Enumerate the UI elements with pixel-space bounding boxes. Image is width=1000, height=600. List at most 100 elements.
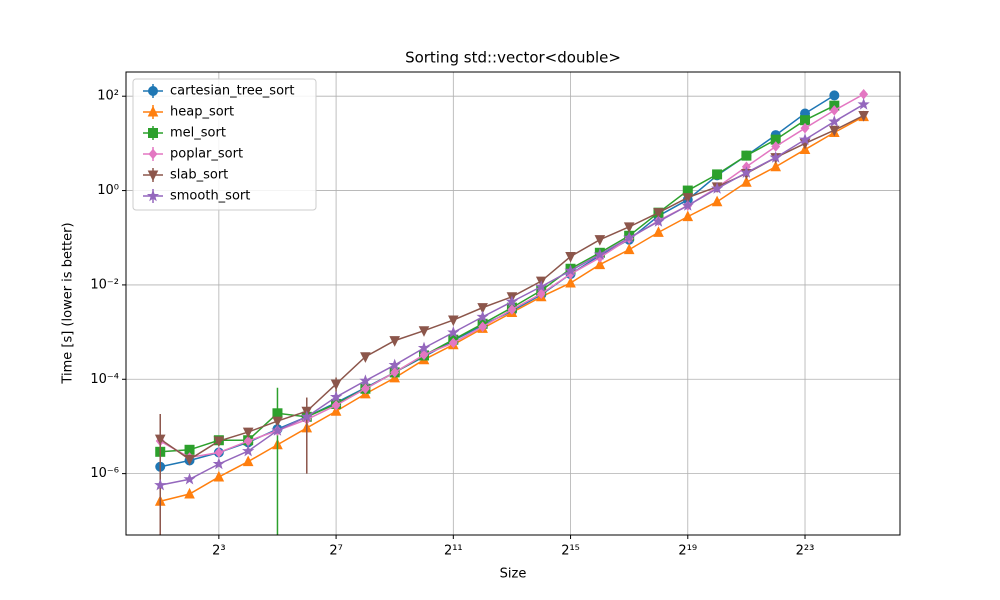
marker xyxy=(740,166,753,178)
marker xyxy=(148,86,158,96)
marker xyxy=(330,405,342,416)
marker xyxy=(329,390,343,403)
marker xyxy=(447,326,460,338)
marker xyxy=(800,122,810,134)
marker xyxy=(652,215,665,227)
marker xyxy=(829,90,840,101)
marker xyxy=(300,410,313,423)
legend-box xyxy=(132,78,317,211)
marker xyxy=(682,210,694,222)
marker xyxy=(535,280,548,292)
marker xyxy=(507,304,517,315)
marker xyxy=(594,235,606,246)
marker xyxy=(331,400,341,411)
plot-area xyxy=(154,88,870,535)
marker xyxy=(564,264,577,276)
marker xyxy=(770,160,782,172)
legend-label: slab_sort xyxy=(170,168,228,183)
marker xyxy=(653,226,664,237)
marker xyxy=(242,444,255,457)
axes: 2³ 2⁷ 2¹¹ 2¹⁵ 2¹⁹ 2²³ 10⁻⁶ 10⁻⁴ 10⁻² 10⁰ 10² xyxy=(90,89,814,559)
marker xyxy=(829,125,840,137)
marker xyxy=(594,258,606,270)
marker xyxy=(712,169,723,180)
marker xyxy=(146,189,160,202)
marker xyxy=(148,128,158,138)
marker xyxy=(148,148,158,160)
marker xyxy=(798,133,812,145)
marker xyxy=(213,436,225,448)
marker xyxy=(476,310,489,323)
legend-label: cartesian_tree_sort xyxy=(170,84,294,99)
chart-title: Sorting std::vector<double> xyxy=(405,49,621,67)
marker xyxy=(711,195,723,207)
marker xyxy=(184,487,195,499)
marker xyxy=(769,151,782,163)
marker xyxy=(214,447,224,458)
marker xyxy=(682,193,694,204)
legend-label: mel_sort xyxy=(170,126,226,141)
marker xyxy=(593,248,606,260)
marker xyxy=(505,295,519,307)
marker xyxy=(272,408,283,419)
y-tick-label: 10⁰ xyxy=(97,183,119,198)
marker xyxy=(242,427,254,439)
marker xyxy=(448,315,459,327)
marker xyxy=(771,141,781,152)
marker xyxy=(389,336,401,347)
marker xyxy=(154,478,167,491)
marker xyxy=(360,383,370,395)
marker xyxy=(359,374,372,386)
marker xyxy=(184,454,195,466)
marker xyxy=(448,337,458,349)
marker xyxy=(271,424,284,436)
grid xyxy=(126,72,900,535)
marker xyxy=(417,341,431,354)
marker xyxy=(653,208,664,219)
marker xyxy=(536,288,546,300)
marker xyxy=(741,176,752,187)
y-tick-label: 10² xyxy=(97,89,119,104)
legend-label: poplar_sort xyxy=(170,147,243,162)
marker xyxy=(565,276,576,288)
marker xyxy=(741,150,752,161)
marker xyxy=(857,97,870,110)
marker xyxy=(829,105,839,116)
y-tick-label: 10⁻⁶ xyxy=(90,466,119,481)
marker xyxy=(147,105,159,117)
marker xyxy=(623,231,636,243)
marker xyxy=(212,457,225,470)
marker xyxy=(623,243,635,255)
marker xyxy=(330,379,342,391)
x-tick-label: 2¹⁵ xyxy=(561,544,580,559)
x-tick-label: 2¹⁹ xyxy=(678,544,697,559)
legend-label: heap_sort xyxy=(170,105,234,120)
marker xyxy=(147,170,159,182)
x-tick-label: 2⁷ xyxy=(329,544,342,559)
marker xyxy=(183,472,196,485)
legend-label: smooth_sort xyxy=(170,189,250,204)
marker xyxy=(477,303,488,314)
marker xyxy=(154,434,166,446)
marker xyxy=(478,321,488,332)
marker xyxy=(710,182,724,194)
marker xyxy=(623,222,635,233)
marker xyxy=(360,352,371,363)
marker xyxy=(272,416,283,428)
marker xyxy=(213,470,225,482)
marker xyxy=(681,199,694,211)
axes-frame xyxy=(125,71,901,536)
marker xyxy=(419,349,429,361)
y-tick-label: 10⁻⁴ xyxy=(90,372,119,387)
x-tick-label: 2²³ xyxy=(796,544,815,559)
y-axis-label: Time [s] (lower is better) xyxy=(61,222,76,384)
marker xyxy=(388,358,401,371)
marker xyxy=(418,326,430,337)
legend: cartesian_tree_sort heap_sort mel_sortpopl… xyxy=(132,78,317,211)
marker xyxy=(242,455,254,467)
x-tick-label: 2¹¹ xyxy=(444,544,463,559)
marker xyxy=(565,252,576,263)
y-tick-label: 10⁻² xyxy=(90,277,119,292)
x-tick-label: 2³ xyxy=(212,544,225,559)
